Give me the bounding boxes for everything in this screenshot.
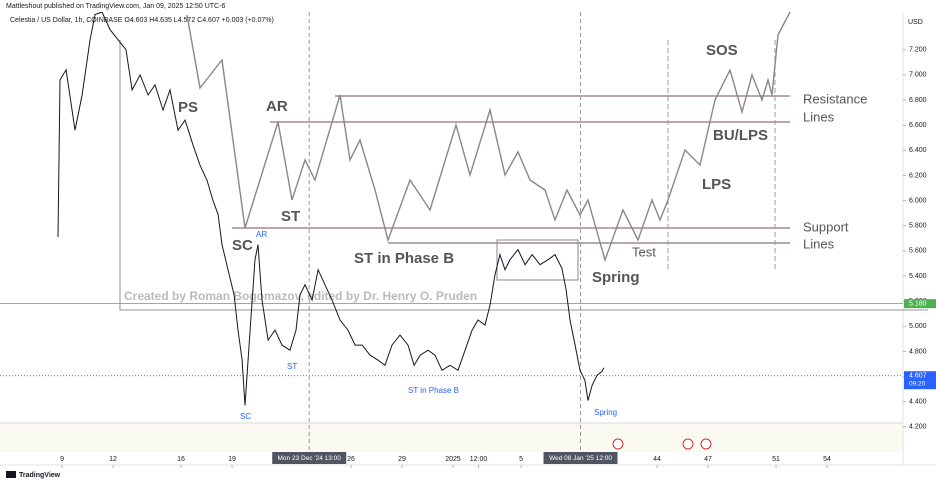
x-tick-label: 16	[177, 456, 185, 463]
y-tick-label: 5.000	[909, 323, 927, 330]
symbol-info: Celestia / US Dollar, 1h, COINBASE O4.60…	[10, 17, 274, 24]
schematic-label: PS	[178, 99, 198, 116]
x-tick-label: 12	[109, 456, 117, 463]
footer: TradingView	[6, 471, 61, 479]
event-flags	[612, 438, 712, 450]
schematic-label: ST	[281, 208, 300, 225]
x-tick-label: 19	[228, 456, 236, 463]
price-label: 5.180	[909, 301, 927, 308]
schematic-label: SC	[232, 237, 253, 254]
event-flag[interactable]	[682, 438, 694, 450]
y-tick-label: 6.600	[909, 122, 927, 129]
schematic-label: Spring	[592, 269, 640, 286]
schematic-label: Lines	[803, 109, 835, 124]
annotation: AR	[256, 230, 267, 239]
event-flag[interactable]	[700, 438, 712, 450]
price-label: 4.607	[909, 373, 927, 380]
schematic-label: BU/LPS	[713, 127, 768, 144]
range-box	[496, 239, 579, 281]
schematic-label: Support	[803, 219, 849, 234]
schematic-label: Test	[632, 244, 656, 259]
x-tick-label: 47	[704, 456, 712, 463]
price-box	[904, 299, 936, 309]
countdown: 09:20	[909, 380, 926, 387]
credit: Created by Roman Bogomazov, edited by Dr…	[124, 289, 477, 303]
crosshair-label: Wed 08 Jan '25 12:00	[549, 455, 612, 462]
y-tick-label: 4.800	[909, 348, 927, 355]
y-tick-label: 5.600	[909, 248, 927, 255]
y-tick-label: 6.200	[909, 172, 927, 179]
y-tick-label: 6.800	[909, 97, 927, 104]
y-tick-label: 7.000	[909, 72, 927, 79]
annotation: SC	[240, 412, 251, 421]
annotation: ST	[287, 362, 297, 371]
x-tick-label: 5	[519, 456, 523, 463]
x-tick-label: 12:00	[470, 456, 488, 463]
x-tick-label: 44	[653, 456, 661, 463]
schematic-label: LPS	[702, 176, 731, 193]
x-tick-label: 26	[347, 456, 355, 463]
brand: TradingView	[19, 472, 61, 479]
event-flag[interactable]	[612, 438, 624, 450]
y-tick-label: 4.400	[909, 399, 927, 406]
annotation: ST in Phase B	[408, 386, 459, 395]
y-tick-label: 7.200	[909, 47, 927, 54]
schematic-label: Lines	[803, 236, 835, 251]
annotation: Spring	[594, 408, 617, 417]
price-line-series	[57, 12, 605, 406]
schematic-label: AR	[266, 98, 288, 115]
y-tick-label: 5.400	[909, 273, 927, 280]
x-tick-label: 9	[60, 456, 64, 463]
crosshair-box	[272, 452, 347, 464]
x-tick-label: 29	[398, 456, 406, 463]
overlay-frame	[119, 40, 928, 311]
bottom-band	[0, 423, 903, 452]
logo	[6, 471, 16, 478]
x-tick-label: 2025	[445, 456, 461, 463]
crosshair-label: Mon 23 Dec '24 13:00	[278, 455, 342, 462]
y-tick-label: 5.800	[909, 223, 927, 230]
schematic-label: ST in Phase B	[354, 250, 454, 267]
publisher: Mattleshout published on TradingView.com…	[6, 3, 225, 10]
y-tick-label: 4.200	[909, 424, 927, 431]
currency: USD	[908, 19, 923, 26]
price-box	[904, 371, 936, 390]
x-tick-label: 54	[823, 456, 831, 463]
schematic-path	[186, 11, 791, 263]
crosshair-box	[543, 452, 618, 464]
y-tick-label: 6.000	[909, 197, 927, 204]
schematic-label: Resistance	[803, 91, 867, 106]
wyckoff-schematic: PS AR ST SC ST in Phase B Spring Test LP…	[119, 11, 928, 311]
y-tick-label: 6.400	[909, 147, 927, 154]
x-tick-label: 51	[772, 456, 780, 463]
schematic-label: SOS	[706, 42, 738, 59]
